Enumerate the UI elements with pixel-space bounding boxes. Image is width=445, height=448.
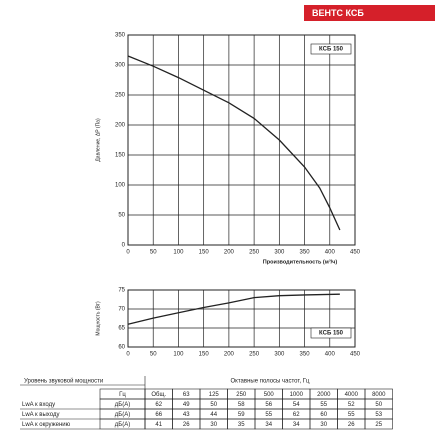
- table-header: Гц: [119, 392, 126, 398]
- table-cell-text: 54: [293, 402, 300, 408]
- x-tick-label: 150: [199, 352, 210, 358]
- series-line: [127, 293, 340, 325]
- x-tick-label: 250: [249, 352, 260, 358]
- table-cell-text: 59: [238, 412, 245, 418]
- y-tick-label: 50: [118, 213, 125, 219]
- table-cell-text: дБ(А): [115, 422, 130, 428]
- x-tick-label: 200: [224, 352, 235, 358]
- y-tick-label: 150: [115, 153, 126, 159]
- y-tick-label: 350: [115, 33, 126, 39]
- table-cell-text: 41: [155, 422, 162, 428]
- x-tick-label: 0: [126, 352, 130, 358]
- table-cell-text: 55: [265, 412, 272, 418]
- legend-label: КСБ 150: [319, 47, 344, 53]
- table-cell: [364, 418, 393, 430]
- table-cell-text: 66: [155, 412, 162, 418]
- table-cell-text: 52: [348, 402, 355, 408]
- x-axis-label: Производительность (м³/ч): [263, 258, 338, 265]
- table-cell-text: 30: [210, 422, 217, 428]
- table-cell-text: 55: [320, 402, 327, 408]
- x-tick-label: 200: [224, 250, 235, 256]
- table-header: 8000: [372, 392, 386, 398]
- x-tick-label: 250: [249, 250, 260, 256]
- table-cell-text: дБ(А): [115, 412, 130, 418]
- y-tick-label: 65: [118, 326, 125, 332]
- y-tick-label: 70: [118, 307, 125, 313]
- x-tick-label: 100: [173, 352, 184, 358]
- y-tick-label: 75: [118, 288, 125, 294]
- y-axis-label: Мощность (Вт): [95, 301, 101, 336]
- plot-frame: [127, 289, 356, 348]
- x-tick-label: 450: [350, 352, 361, 358]
- table-header: 4000: [345, 392, 359, 398]
- header-title: ВЕНТС КСБ: [312, 8, 364, 18]
- y-tick-label: 0: [122, 243, 126, 249]
- table-cell-text: 34: [265, 422, 272, 428]
- y-tick-label: 60: [118, 345, 125, 351]
- x-tick-label: 300: [274, 250, 285, 256]
- legend-label: КСБ 150: [319, 331, 344, 337]
- table-header: 2000: [317, 392, 331, 398]
- y-tick-label: 300: [115, 63, 126, 69]
- table-cell-text: 58: [238, 402, 245, 408]
- table-cell-text: 26: [348, 422, 355, 428]
- legend-box: [310, 327, 352, 339]
- table-cell-text: 44: [210, 412, 217, 418]
- x-tick-label: 0: [126, 250, 130, 256]
- y-axis-label: Давление, ΔP (Па): [95, 118, 101, 162]
- table-cell-text: 34: [293, 422, 300, 428]
- series-line: [127, 55, 341, 231]
- table-title: Октавные полосы частот, Гц: [231, 379, 311, 385]
- table-cell-text: 56: [265, 402, 272, 408]
- table-cell-text: 60: [320, 412, 327, 418]
- table-cell-text: дБ(А): [115, 402, 130, 408]
- table-header: 250: [236, 392, 247, 398]
- table-cell-text: 53: [375, 412, 382, 418]
- y-tick-label: 100: [115, 183, 126, 189]
- legend-box: [310, 43, 352, 55]
- table-cell-text: 43: [183, 412, 190, 418]
- table-header: 500: [264, 392, 275, 398]
- x-tick-label: 150: [199, 250, 210, 256]
- table-header: 63: [183, 392, 190, 398]
- table-cell-text: 50: [210, 402, 217, 408]
- header-box: [304, 5, 435, 21]
- table-cell-text: 62: [155, 402, 162, 408]
- table-cell-text: 26: [183, 422, 190, 428]
- table-header: Общ.: [151, 392, 166, 398]
- x-tick-label: 300: [274, 352, 285, 358]
- table-title: Уровень звуковой мощности: [24, 378, 103, 385]
- x-tick-label: 400: [325, 352, 336, 358]
- table-header: 1000: [290, 392, 304, 398]
- y-tick-label: 250: [115, 93, 126, 99]
- table-cell-text: 30: [320, 422, 327, 428]
- table-cell-text: 25: [375, 422, 382, 428]
- row-label: LwA к выходу: [22, 412, 59, 418]
- x-tick-label: 350: [300, 352, 311, 358]
- x-tick-label: 50: [150, 352, 157, 358]
- x-tick-label: 450: [350, 250, 361, 256]
- table-cell-text: 55: [348, 412, 355, 418]
- x-tick-label: 400: [325, 250, 336, 256]
- x-tick-label: 50: [150, 250, 157, 256]
- x-tick-label: 350: [300, 250, 311, 256]
- table-cell-text: 35: [238, 422, 245, 428]
- x-tick-label: 100: [173, 250, 184, 256]
- y-tick-label: 200: [115, 123, 126, 129]
- row-label: LwA к входу: [22, 402, 55, 408]
- table-cell-text: 62: [293, 412, 300, 418]
- plot-frame: [127, 34, 356, 246]
- row-label: LwA к окружению: [22, 422, 71, 428]
- table-cell-text: 50: [375, 402, 382, 408]
- table-cell-text: 49: [183, 402, 190, 408]
- table-header: 125: [209, 392, 220, 398]
